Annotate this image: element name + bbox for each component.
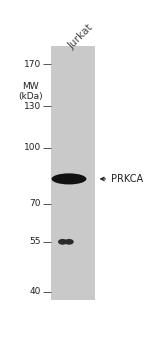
Ellipse shape xyxy=(52,173,86,185)
Ellipse shape xyxy=(58,239,67,245)
Text: MW
(kDa): MW (kDa) xyxy=(18,82,43,102)
Text: PRKCA: PRKCA xyxy=(111,174,143,184)
Ellipse shape xyxy=(64,239,74,245)
Text: 100: 100 xyxy=(24,143,41,152)
Text: Jurkat: Jurkat xyxy=(67,22,95,51)
Text: 130: 130 xyxy=(24,102,41,111)
Text: 170: 170 xyxy=(24,60,41,69)
Text: 70: 70 xyxy=(29,199,41,208)
Text: 40: 40 xyxy=(29,287,41,296)
Text: 55: 55 xyxy=(29,237,41,246)
Bar xyxy=(51,46,95,300)
